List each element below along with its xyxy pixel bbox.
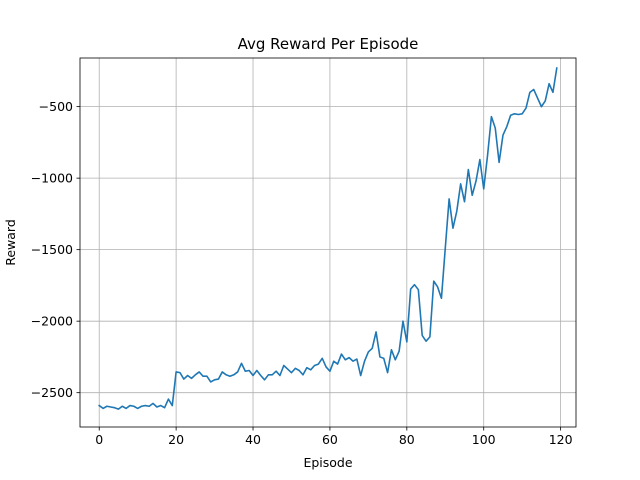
y-tick-label: −1000 [31,171,73,186]
x-tick-label: 40 [245,432,261,447]
x-axis-label: Episode [303,455,352,470]
x-tick-label: 0 [95,432,103,447]
reward-series-line [98,67,558,410]
x-tick-label: 120 [549,432,573,447]
x-tick-label: 20 [168,432,184,447]
chart-title: Avg Reward Per Episode [238,35,419,53]
y-tick-label: −1500 [31,242,73,257]
x-tick-label: 100 [472,432,496,447]
x-tick-label: 80 [399,432,415,447]
y-tick-label: −2000 [31,314,73,329]
axis-ticks: 0 20 40 60 80 100 120 −2500 −2000 −1500 −1000 −500 [31,99,573,447]
grid-lines [80,58,576,427]
y-tick-label: −500 [39,99,73,114]
y-axis-label: Reward [3,219,18,266]
y-tick-label: −2500 [31,385,73,400]
plot-frame [79,57,577,428]
x-tick-label: 60 [322,432,338,447]
